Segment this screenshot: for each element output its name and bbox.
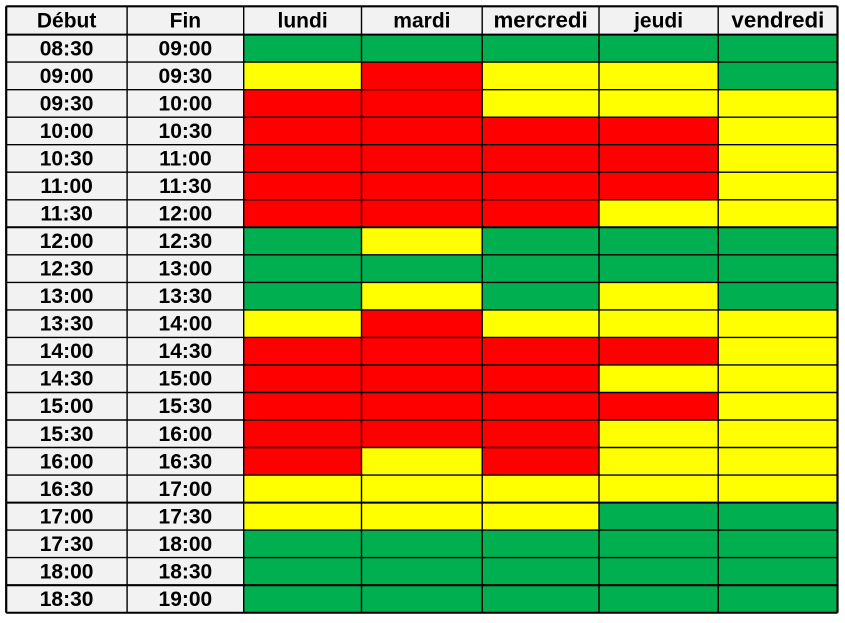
- svg-text:11:00: 11:00: [40, 175, 93, 198]
- svg-text:17:00: 17:00: [159, 478, 213, 501]
- svg-text:Début: Début: [37, 9, 97, 32]
- svg-text:16:30: 16:30: [40, 478, 94, 501]
- svg-text:lundi: lundi: [278, 9, 328, 32]
- svg-text:12:00: 12:00: [159, 203, 213, 226]
- svg-text:12:00: 12:00: [40, 230, 94, 253]
- svg-text:15:00: 15:00: [159, 368, 213, 391]
- svg-text:09:30: 09:30: [159, 65, 213, 88]
- svg-text:mercredi: mercredi: [493, 7, 587, 32]
- svg-text:10:30: 10:30: [159, 120, 213, 143]
- svg-text:15:30: 15:30: [40, 423, 94, 446]
- svg-text:15:30: 15:30: [159, 395, 213, 418]
- svg-text:14:00: 14:00: [40, 340, 94, 363]
- svg-text:14:30: 14:30: [159, 340, 213, 363]
- svg-text:13:00: 13:00: [159, 258, 213, 281]
- svg-text:09:00: 09:00: [40, 65, 94, 88]
- svg-text:08:30: 08:30: [40, 37, 94, 60]
- svg-text:12:30: 12:30: [40, 258, 94, 281]
- svg-text:17:30: 17:30: [159, 505, 213, 528]
- svg-text:11:30: 11:30: [40, 203, 93, 226]
- svg-text:17:30: 17:30: [40, 533, 94, 556]
- svg-text:14:30: 14:30: [40, 368, 94, 391]
- svg-text:11:00: 11:00: [159, 148, 212, 171]
- svg-text:10:00: 10:00: [40, 120, 94, 143]
- svg-text:13:00: 13:00: [40, 285, 94, 308]
- svg-text:09:00: 09:00: [159, 37, 213, 60]
- svg-text:18:00: 18:00: [40, 560, 94, 583]
- svg-text:18:30: 18:30: [159, 560, 213, 583]
- svg-text:09:30: 09:30: [40, 92, 94, 115]
- svg-text:15:00: 15:00: [40, 395, 94, 418]
- svg-text:12:30: 12:30: [159, 230, 213, 253]
- svg-text:14:00: 14:00: [159, 313, 213, 336]
- svg-text:mardi: mardi: [393, 9, 450, 32]
- svg-text:16:30: 16:30: [159, 450, 213, 473]
- svg-text:13:30: 13:30: [159, 285, 213, 308]
- svg-text:vendredi: vendredi: [731, 7, 824, 32]
- svg-text:10:00: 10:00: [159, 92, 213, 115]
- svg-text:18:00: 18:00: [159, 533, 213, 556]
- svg-text:19:00: 19:00: [159, 588, 213, 611]
- svg-text:18:30: 18:30: [40, 588, 94, 611]
- svg-text:Fin: Fin: [170, 9, 202, 32]
- svg-text:jeudi: jeudi: [633, 9, 683, 32]
- svg-text:13:30: 13:30: [40, 313, 94, 336]
- svg-text:17:00: 17:00: [40, 505, 94, 528]
- svg-text:11:30: 11:30: [159, 175, 212, 198]
- svg-text:10:30: 10:30: [40, 148, 94, 171]
- svg-text:16:00: 16:00: [159, 423, 213, 446]
- svg-text:16:00: 16:00: [40, 450, 94, 473]
